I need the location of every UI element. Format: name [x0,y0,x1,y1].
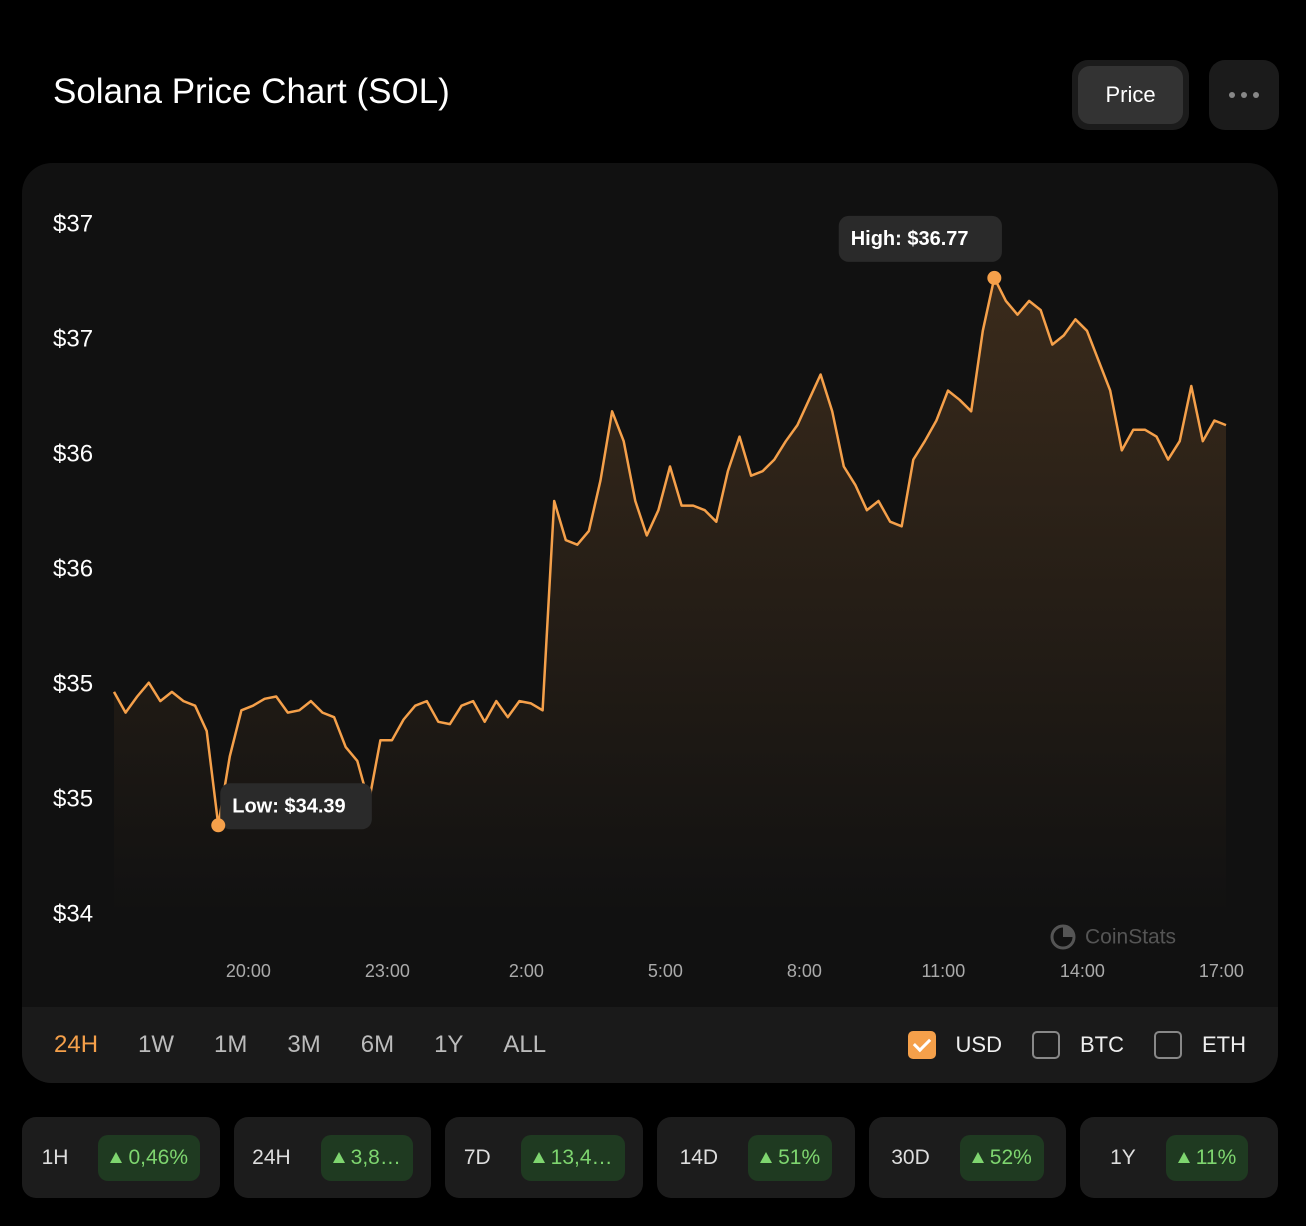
range-tab[interactable]: 24H [54,1031,99,1058]
change-pill: 51% [748,1134,833,1181]
period: 1H [41,1145,69,1169]
change-pill: 52% [959,1134,1044,1181]
change-card: 14D 51% [657,1117,855,1198]
annotation: Low: $34.39 [211,783,372,833]
toggle: Price [1072,60,1189,130]
range-tab[interactable]: ALL [503,1031,547,1058]
change-pill: 3,8… [320,1134,413,1181]
y-tick-label: $34 [53,900,93,927]
change-pill: 13,4… [520,1134,625,1181]
annotation-box [220,783,372,830]
change-value: 13,4… [550,1145,613,1169]
change-value: 51% [778,1145,821,1169]
chart: CoinStats $37 $37 $36 $36 $35 $35 $34 20:00 23:0… [53,210,1244,981]
period: 24H [252,1145,291,1169]
change-pill: 11% [1165,1134,1249,1181]
up-arrow [532,1152,545,1163]
range-tab[interactable]: 1M [214,1031,248,1058]
checkbox[interactable] [1032,1031,1060,1059]
up-arrow [110,1152,123,1163]
currency-options: USD BTC ETH [907,1007,1246,1083]
x-tick-label: 11:00 [922,961,966,981]
annotation-marker [211,818,226,833]
annotation-text: Low: $34.39 [232,796,345,818]
controls: 24H 1W 1M 3M 6M 1Y ALL USD BTC ETH [22,1007,1278,1083]
x-tick-label: 17:00 [1199,961,1244,981]
change-value: 0,46% [128,1145,189,1169]
x-tick-label: 14:00 [1060,961,1105,981]
x-tick-label: 2:00 [509,961,544,981]
watermark [1050,924,1076,950]
area [114,277,1226,915]
currency-option[interactable]: USD [907,1031,1002,1059]
change-value: 52% [989,1145,1032,1169]
range-tab[interactable]: 6M [360,1031,395,1058]
range-tabs: 24H 1W 1M 3M 6M 1Y ALL [54,1007,546,1083]
change-card: 1H 0,46% [22,1117,220,1198]
x-tick-label: 5:00 [648,961,683,981]
annotation: High: $36.77 [838,215,1002,285]
change-card: 24H 3,8… [233,1117,432,1198]
up-arrow [971,1152,984,1163]
up-arrow [332,1152,345,1163]
y-tick-label: $36 [53,555,93,582]
page-title: Solana Price Chart (SOL) [53,72,450,111]
period: 14D [679,1145,719,1169]
currency-label: USD [955,1032,1002,1057]
change-card: 7D 13,4… [445,1117,644,1198]
currency-label: ETH [1202,1032,1246,1057]
y-tick-label: $36 [53,440,93,467]
y-tick-label: $37 [53,210,93,237]
change-value: 3,8… [350,1145,401,1169]
change-pill: 0,46% [98,1134,201,1181]
y-tick-label: $35 [53,785,93,812]
checkbox[interactable] [907,1031,936,1059]
annotation-text: High: $36.77 [851,228,969,250]
change-cards: 1H 0,46% 24H 3,8… 7D 13,4… 14D 51% 30D 52% 1Y 11% [22,1117,1279,1198]
watermark-text: CoinStats [1085,926,1176,949]
x-tick-label: 8:00 [787,961,822,981]
range-tab[interactable]: 1Y [434,1031,464,1058]
period: 7D [463,1145,491,1169]
chart-panel: CoinStats $37 $37 $36 $36 $35 $35 $34 20:00 23:0… [22,163,1278,1083]
x-tick-label: 23:00 [365,961,410,981]
period: 30D [891,1145,930,1169]
annotation-box [838,215,1002,262]
currency-option[interactable]: BTC [1032,1031,1124,1059]
y-tick-label: $35 [53,670,93,697]
range-tab[interactable]: 3M [287,1031,321,1058]
currency-label: BTC [1080,1032,1124,1057]
currency-option[interactable]: ETH [1154,1031,1246,1059]
change-card: 30D 52% [868,1117,1067,1198]
up-arrow [1177,1152,1190,1163]
change-card: 1Y 11% [1080,1117,1279,1198]
annotation-marker [987,270,1002,285]
range-tab[interactable]: 1W [138,1031,175,1058]
period: 1Y [1110,1145,1136,1169]
price-line [112,276,1227,827]
checkbox[interactable] [1154,1031,1182,1059]
up-arrow [760,1152,773,1163]
more-menu[interactable] [1209,60,1279,130]
change-value: 11% [1195,1145,1237,1169]
y-tick-label: $37 [53,325,93,352]
price-button[interactable]: Price [1078,66,1183,124]
x-tick-label: 20:00 [226,961,271,981]
